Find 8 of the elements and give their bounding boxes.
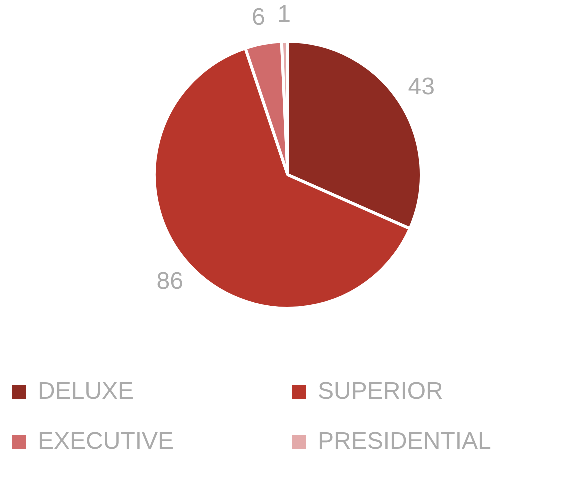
legend-label: SUPERIOR bbox=[318, 378, 444, 406]
data-label: 6 bbox=[252, 4, 266, 31]
data-label: 86 bbox=[156, 268, 184, 296]
legend-label: DELUXE bbox=[38, 378, 134, 406]
legend-label: EXECUTIVE bbox=[38, 428, 174, 456]
data-label: 1 bbox=[278, 1, 291, 28]
data-label: 43 bbox=[408, 74, 435, 101]
legend-label: PRESIDENTIAL bbox=[318, 428, 492, 456]
